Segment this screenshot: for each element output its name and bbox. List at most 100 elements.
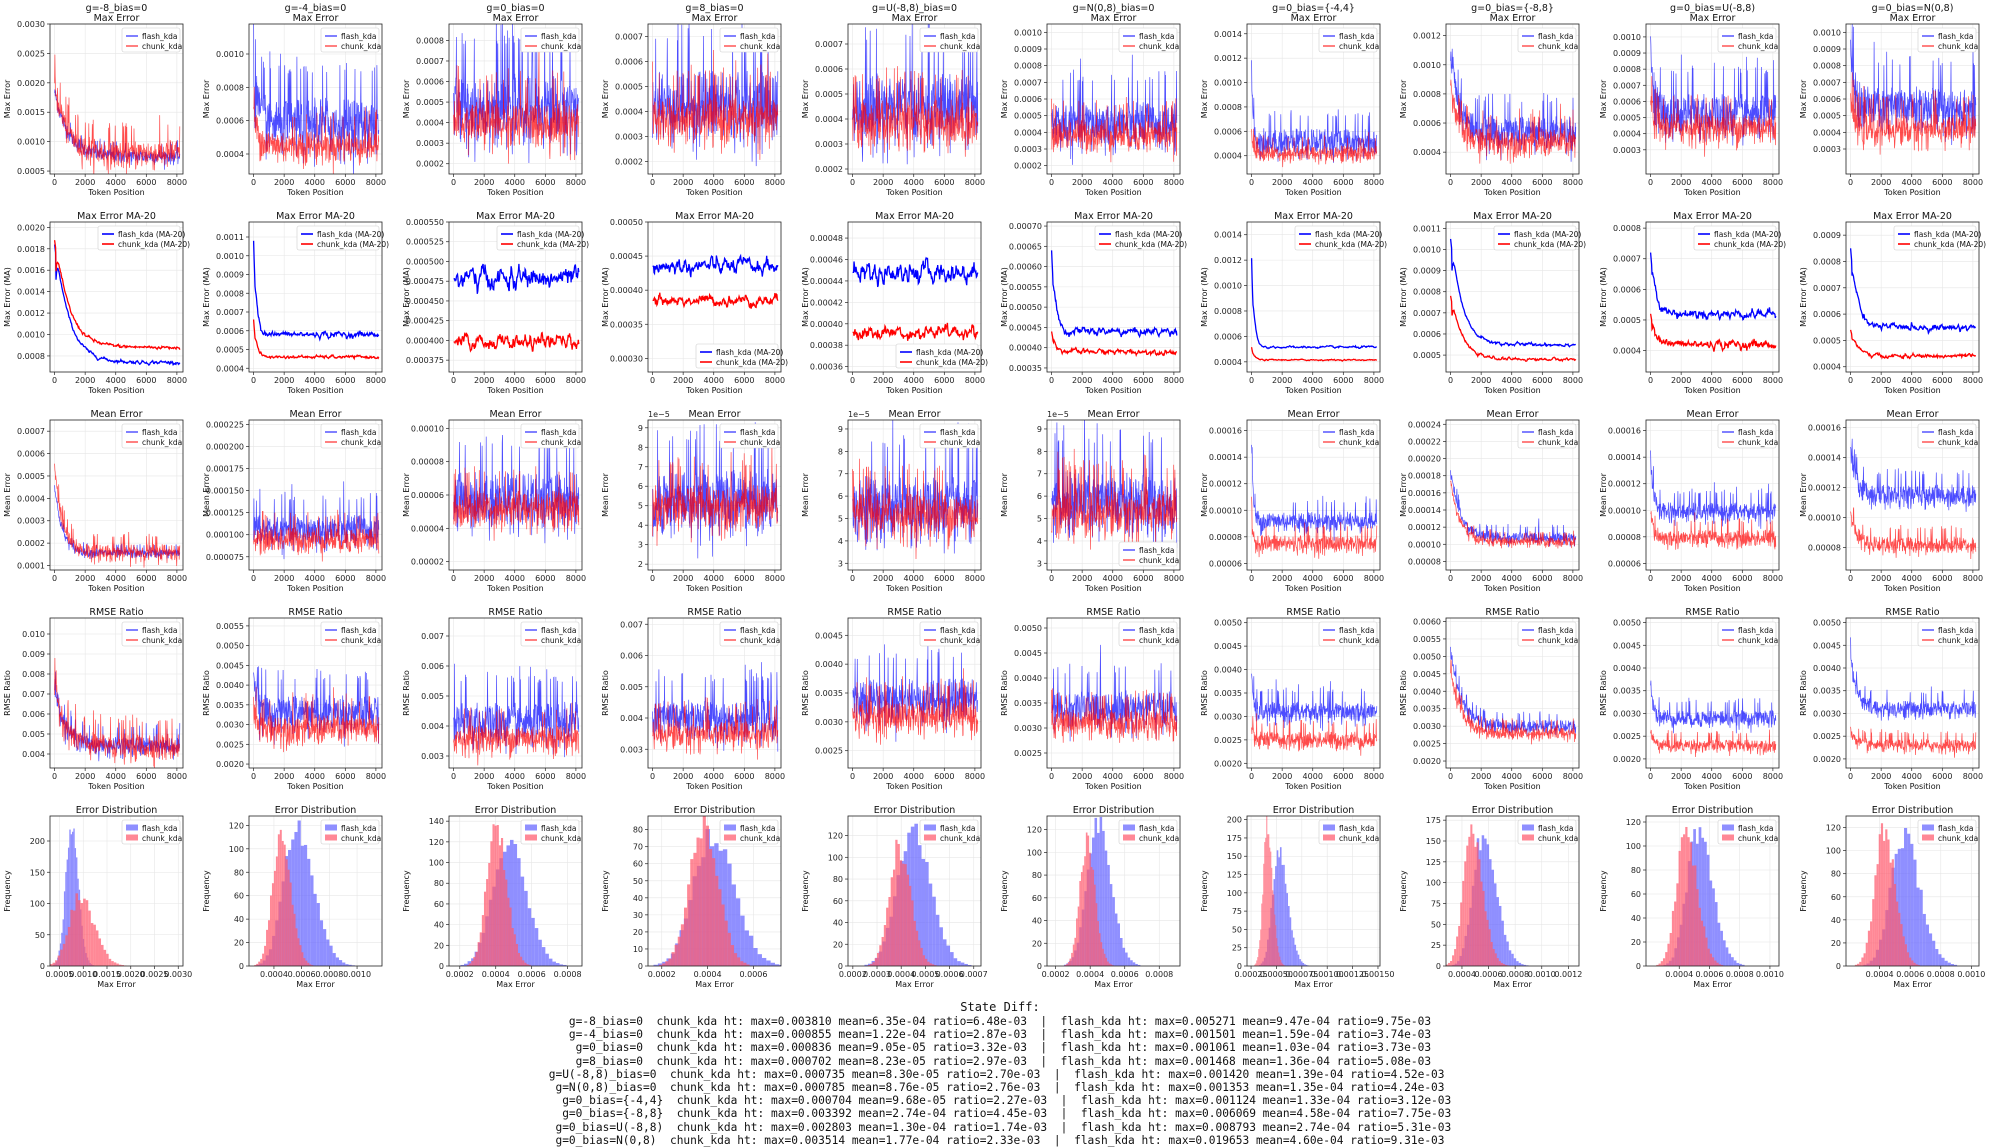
x-tick-label: 8000 bbox=[1164, 574, 1184, 583]
flash-hist-bar bbox=[323, 929, 326, 966]
chunk-hist-bar bbox=[58, 956, 61, 966]
flash-hist-bar bbox=[1290, 917, 1292, 966]
x-tick-label: 4000 bbox=[1303, 376, 1323, 385]
subplot-title: Max Error MA-20 bbox=[1473, 211, 1552, 222]
y-tick-label: 0.00040 bbox=[610, 286, 643, 295]
legend-label: flash_kda bbox=[142, 824, 177, 833]
x-tick-label: 6000 bbox=[1732, 772, 1752, 781]
y-tick-label: 0.0040 bbox=[1413, 687, 1441, 696]
chunk-hist-bar bbox=[1105, 958, 1107, 966]
chunk-hist-bar bbox=[1092, 870, 1094, 966]
y-axis-label: RMSE Ratio bbox=[801, 670, 810, 716]
y-tick-label: 0 bbox=[1636, 962, 1641, 971]
x-tick-label: 2000 bbox=[474, 178, 494, 187]
y-offset-label: 1e−5 bbox=[848, 410, 870, 419]
y-axis-label: Frequency bbox=[3, 870, 12, 912]
x-axis-label: Token Position bbox=[87, 584, 144, 593]
y-tick-label: 140 bbox=[429, 817, 444, 826]
x-tick-label: 6000 bbox=[934, 178, 954, 187]
legend-label: flash_kda bbox=[1139, 546, 1174, 555]
chunk-hist-bar bbox=[78, 900, 81, 966]
x-axis-label: Token Position bbox=[486, 386, 543, 395]
chunk-hist-bar bbox=[492, 824, 494, 966]
y-tick-label: 0.0055 bbox=[1413, 635, 1441, 644]
x-tick-label: 6000 bbox=[1932, 178, 1952, 187]
y-tick-label: 0.0003 bbox=[1014, 145, 1042, 154]
chunk-hist-bar bbox=[114, 962, 117, 966]
y-axis-label: Mean Error bbox=[1399, 472, 1408, 517]
y-tick-label: 0.0035 bbox=[1413, 705, 1441, 714]
y-tick-label: 0.0004 bbox=[1413, 148, 1441, 157]
y-tick-label: 0.0006 bbox=[17, 450, 45, 459]
x-tick-label: 2000 bbox=[673, 574, 693, 583]
x-tick-label: 0 bbox=[1848, 376, 1853, 385]
x-tick-label: 0 bbox=[52, 178, 57, 187]
subplot-title: Mean Error bbox=[1087, 409, 1139, 420]
y-tick-label: 20 bbox=[234, 939, 244, 948]
flash-hist-bar bbox=[535, 928, 539, 966]
y-tick-label: 0.00040 bbox=[1009, 344, 1042, 353]
subplot-title: Max Error bbox=[1091, 13, 1137, 24]
chunk-hist-bar bbox=[725, 921, 728, 966]
flash-hist-bar bbox=[1278, 857, 1280, 966]
x-tick-label: 6000 bbox=[734, 574, 754, 583]
x-tick-label: 4000 bbox=[305, 772, 325, 781]
chunk-hist-bar bbox=[270, 895, 272, 966]
legend-label: flash_kda bbox=[740, 824, 775, 833]
x-axis-label: Token Position bbox=[685, 188, 742, 197]
chunk-hist-bar bbox=[1665, 952, 1667, 966]
subplot-title: Max Error bbox=[1690, 13, 1736, 24]
y-tick-label: 0.00065 bbox=[1009, 242, 1042, 251]
flash-hist-bar bbox=[1128, 958, 1131, 966]
y-tick-label: 0.00016 bbox=[1808, 424, 1841, 433]
x-tick-label: 2000 bbox=[673, 376, 693, 385]
x-tick-label: 6000 bbox=[1333, 376, 1353, 385]
subplot-title: Max Error MA-20 bbox=[1074, 211, 1153, 222]
y-tick-label: 0.0006 bbox=[1014, 95, 1042, 104]
chunk-hist-bar bbox=[303, 958, 305, 966]
y-tick-label: 0.0050 bbox=[1014, 624, 1042, 633]
x-tick-label: 6000 bbox=[136, 178, 156, 187]
x-tick-label: 0 bbox=[1648, 178, 1653, 187]
x-tick-label: 0.0007 bbox=[960, 970, 988, 979]
y-tick-label: 0.0035 bbox=[1014, 699, 1042, 708]
flash-hist-bar bbox=[326, 940, 329, 966]
legend-label: chunk_kda bbox=[1339, 834, 1379, 843]
legend-label: chunk_kda bbox=[1938, 438, 1978, 447]
x-axis-label: Token Position bbox=[1883, 188, 1940, 197]
flash-hist-bar bbox=[1910, 844, 1913, 966]
y-tick-label: 7 bbox=[1037, 470, 1042, 479]
chunk-hist-bar bbox=[737, 957, 740, 966]
subplot-title: Mean Error bbox=[888, 409, 940, 420]
chunk-hist-bar bbox=[687, 884, 690, 966]
legend-label: flash_kda bbox=[940, 824, 975, 833]
y-tick-label: 50 bbox=[1431, 920, 1441, 929]
state-diff-line: g=N(0,8)_bias=0 chunk_kda ht: max=0.0007… bbox=[549, 1081, 1452, 1094]
legend-label: chunk_kda bbox=[1738, 42, 1778, 51]
y-tick-label: 7 bbox=[838, 470, 843, 479]
x-tick-label: 0 bbox=[1648, 376, 1653, 385]
y-tick-label: 0.0010 bbox=[1413, 245, 1441, 254]
legend: flash_kda (MA-20)chunk_kda (MA-20) bbox=[297, 226, 389, 250]
flash-hist-bar bbox=[549, 959, 553, 966]
y-tick-label: 7 bbox=[638, 463, 643, 472]
chunk-hist-bar bbox=[1661, 961, 1663, 966]
y-tick-label: 0.0009 bbox=[1014, 45, 1042, 54]
y-tick-label: 0.00014 bbox=[1209, 453, 1242, 462]
flash-hist-bar bbox=[1299, 959, 1301, 966]
chunk-hist-bar bbox=[514, 934, 516, 966]
y-tick-label: 4 bbox=[1037, 537, 1042, 546]
y-tick-label: 0.00022 bbox=[1408, 437, 1441, 446]
y-tick-label: 100 bbox=[30, 900, 45, 909]
y-tick-label: 60 bbox=[1631, 890, 1641, 899]
y-tick-label: 0.0030 bbox=[17, 20, 45, 29]
x-tick-label: 0.0010 bbox=[343, 970, 371, 979]
x-tick-label: 0 bbox=[1049, 772, 1054, 781]
x-tick-label: 8000 bbox=[566, 574, 586, 583]
